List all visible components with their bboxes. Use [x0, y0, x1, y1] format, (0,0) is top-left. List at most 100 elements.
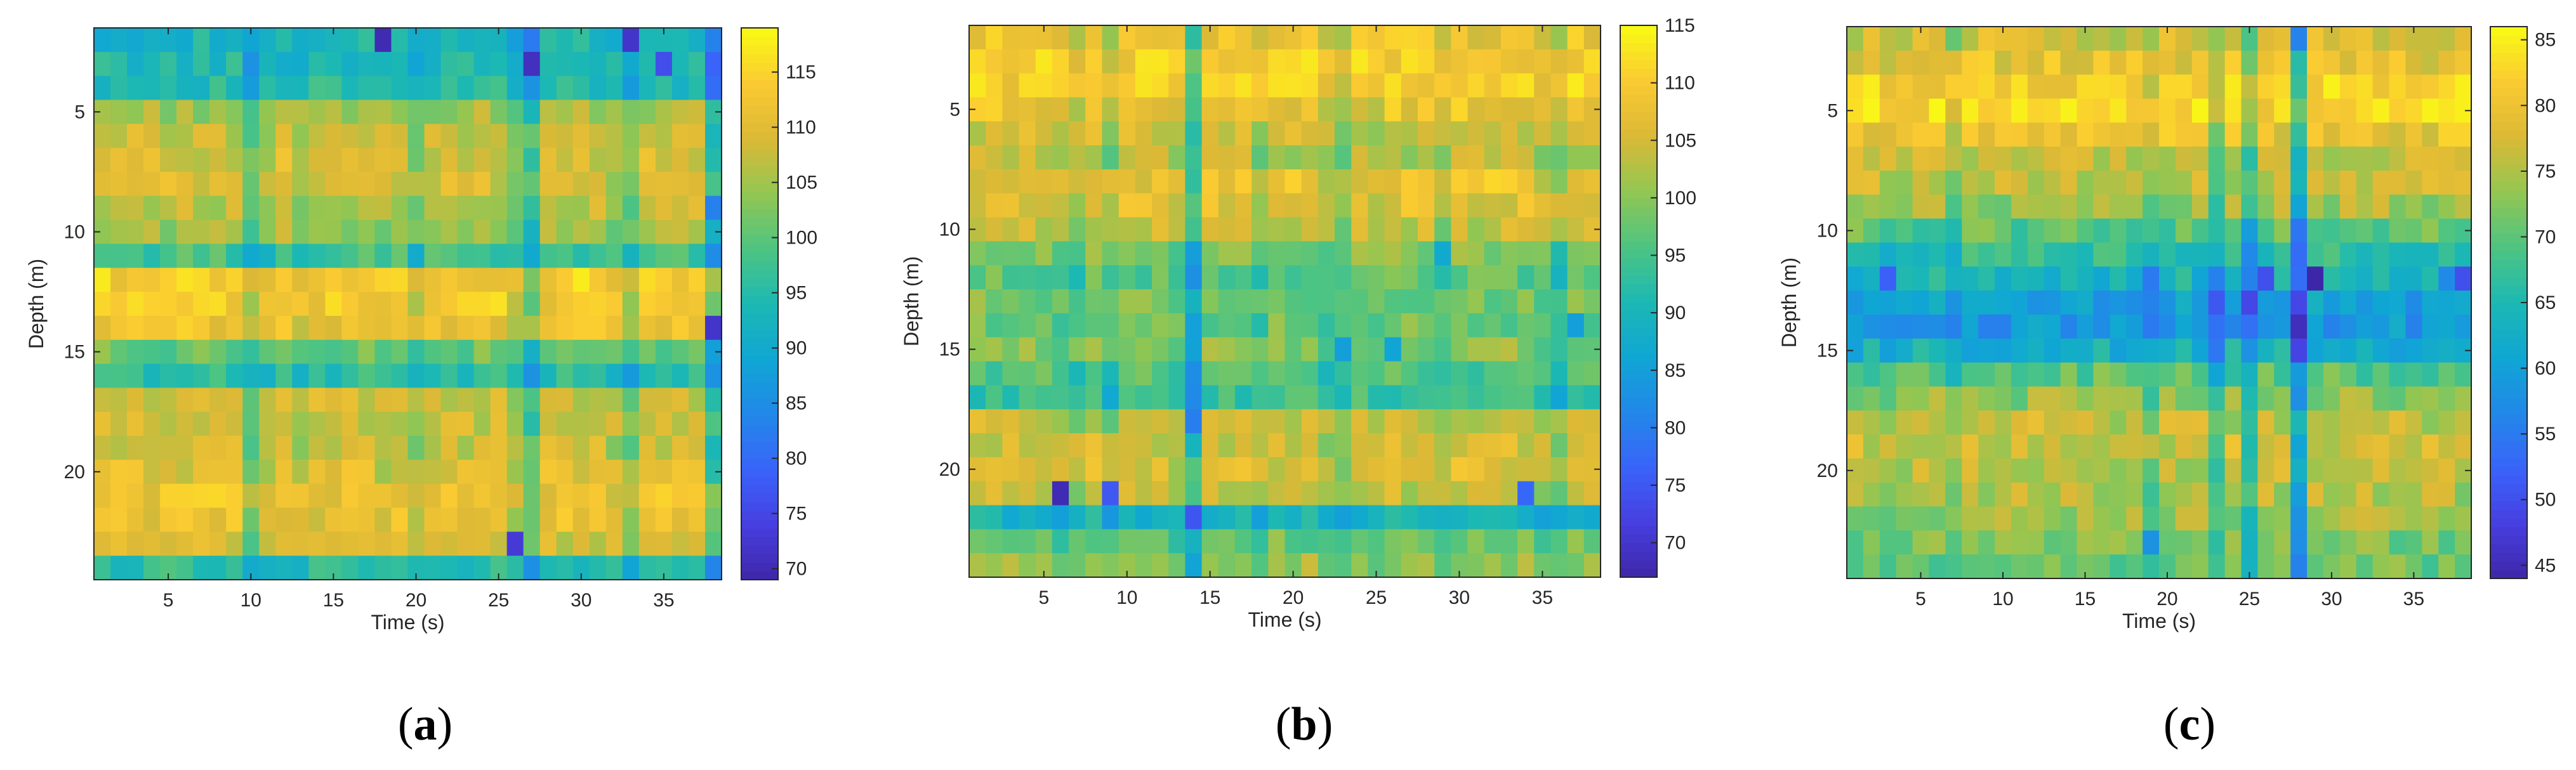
heatmap-cell — [457, 292, 475, 316]
heatmap-cell — [589, 268, 607, 292]
heatmap-cell — [325, 315, 342, 341]
heatmap-cell — [1583, 481, 1601, 506]
colorbar-segment — [1620, 430, 1657, 440]
heatmap-cell — [523, 388, 541, 412]
heatmap-cell — [1467, 553, 1485, 578]
heatmap-cell — [94, 532, 111, 556]
heatmap-cell — [490, 124, 508, 148]
heatmap-cell — [688, 292, 706, 316]
heatmap-cell — [2159, 506, 2176, 531]
heatmap-cell — [1451, 361, 1469, 386]
heatmap-cell — [1285, 265, 1302, 290]
heatmap-cell — [1484, 289, 1502, 314]
heatmap-cell — [523, 28, 541, 53]
heatmap-cell — [2126, 506, 2143, 531]
heatmap-cell — [1368, 481, 1385, 506]
heatmap-cell — [358, 100, 376, 124]
heatmap-cell — [969, 73, 986, 98]
heatmap-cell — [2274, 242, 2291, 267]
heatmap-cell — [2323, 147, 2341, 171]
heatmap-cell — [2126, 194, 2143, 219]
heatmap-cell — [424, 388, 442, 412]
heatmap-cell — [2044, 530, 2061, 555]
heatmap-cell — [2208, 458, 2226, 483]
heatmap-cell — [2011, 266, 2028, 291]
heatmap-cell — [1500, 145, 1518, 170]
heatmap-cell — [473, 412, 491, 436]
heatmap-cell — [242, 339, 260, 365]
heatmap-cell — [1517, 49, 1535, 74]
heatmap-cell — [671, 148, 689, 173]
heatmap-cell — [704, 315, 722, 341]
heatmap-cell — [1368, 361, 1385, 386]
heatmap-cell — [1945, 147, 1962, 171]
heatmap-cell — [325, 436, 342, 460]
heatmap-cell — [94, 268, 111, 292]
heatmap-cell — [539, 219, 557, 245]
heatmap-cell — [143, 100, 161, 124]
y-tick-label: 15 — [939, 339, 960, 360]
heatmap-cell — [391, 51, 409, 77]
heatmap-cell — [506, 148, 524, 173]
heatmap-cell — [209, 556, 227, 580]
heatmap-cell — [2422, 338, 2439, 363]
heatmap-cell — [176, 436, 194, 460]
heatmap-cell — [193, 28, 210, 53]
heatmap-cell — [259, 148, 276, 173]
heatmap-cell — [1417, 409, 1435, 434]
heatmap-cell — [440, 556, 458, 580]
heatmap-cell — [1534, 433, 1552, 458]
heatmap-cell — [2044, 98, 2061, 123]
heatmap-cell — [1185, 97, 1203, 122]
heatmap-cell — [2257, 147, 2275, 171]
heatmap-cell — [2060, 338, 2078, 363]
colorbar-segment — [1620, 25, 1657, 35]
heatmap-cell — [1467, 217, 1485, 242]
heatmap-cell — [1879, 98, 1897, 123]
heatmap-cell — [2143, 530, 2160, 555]
heatmap-cell — [275, 268, 293, 292]
heatmap-cell — [1201, 49, 1219, 74]
heatmap-cell — [193, 219, 210, 245]
heatmap-cell — [1847, 554, 1864, 579]
heatmap-cell — [473, 483, 491, 509]
heatmap-cell — [473, 100, 491, 124]
colorbar-segment — [741, 28, 778, 37]
heatmap-cell — [1451, 289, 1469, 314]
heatmap-cell — [1234, 121, 1252, 146]
heatmap-cell — [1451, 385, 1469, 410]
heatmap-cell — [1168, 361, 1186, 386]
heatmap-cell — [2455, 147, 2472, 171]
heatmap-cell — [986, 169, 1003, 194]
heatmap-cell — [2307, 386, 2324, 411]
heatmap-cell — [671, 219, 689, 245]
heatmap-cell — [1879, 266, 1897, 291]
heatmap-cell — [2405, 458, 2422, 483]
heatmap-cell — [490, 507, 508, 532]
heatmap-cell — [143, 28, 161, 53]
colorbar-segment — [2490, 354, 2527, 363]
heatmap-cell — [1912, 122, 1930, 147]
colorbar-segment — [1620, 94, 1657, 104]
heatmap-cell — [1978, 242, 1995, 267]
heatmap-cell — [2339, 434, 2357, 459]
heatmap-cell — [523, 219, 541, 245]
heatmap-cell — [2159, 50, 2176, 75]
heatmap-cell — [2339, 338, 2357, 363]
heatmap-cell — [2060, 194, 2078, 219]
heatmap-cell — [1351, 409, 1369, 434]
heatmap-cell — [1069, 121, 1086, 146]
heatmap-cell — [1550, 289, 1568, 314]
heatmap-cell — [1384, 169, 1402, 194]
heatmap-cell — [1929, 434, 1946, 459]
heatmap-cell — [2110, 434, 2127, 459]
colorbar-segment — [1620, 189, 1657, 199]
heatmap-cell — [556, 219, 574, 245]
heatmap-cell — [275, 51, 293, 77]
colorbar-segment — [741, 226, 778, 236]
colorbar-tick-label: 70 — [1665, 533, 1686, 554]
heatmap-cell — [358, 459, 376, 485]
heatmap-cell — [2257, 434, 2275, 459]
heatmap-cell — [2027, 530, 2045, 555]
heatmap-cell — [655, 292, 673, 316]
